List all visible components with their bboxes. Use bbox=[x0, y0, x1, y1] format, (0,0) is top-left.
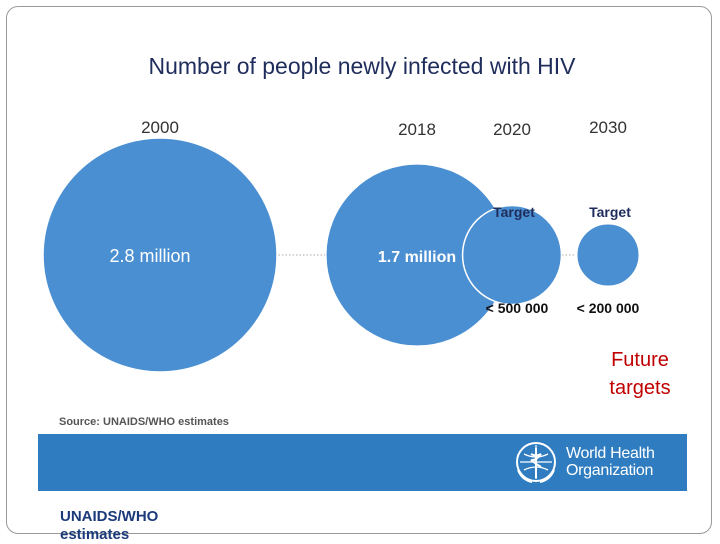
bubble-2020 bbox=[461, 204, 563, 306]
future-targets-line1: Future bbox=[611, 349, 669, 371]
who-emblem-icon bbox=[516, 442, 556, 483]
slide-frame bbox=[6, 6, 712, 534]
year-label-2030: 2030 bbox=[589, 118, 627, 137]
year-label-2020: 2020 bbox=[493, 120, 531, 139]
value-label-2020: < 500 000 bbox=[486, 300, 549, 316]
bottom-note-line1: UNAIDS/WHO bbox=[60, 508, 159, 525]
source-label: Source: UNAIDS/WHO estimates bbox=[59, 416, 229, 428]
bubbles-group: 2000 2.8 million 2018 1.7 million 2020 Target… bbox=[42, 118, 641, 373]
bottom-source-note: UNAIDS/WHO estimates bbox=[60, 508, 190, 544]
chart-title: Number of people newly infected with HIV bbox=[149, 53, 577, 79]
footer-bar: World Health Organization bbox=[38, 434, 687, 491]
year-label-2000: 2000 bbox=[141, 118, 179, 137]
chart-panel: Number of people newly infected with HIV… bbox=[38, 31, 687, 491]
value-label-2018: 1.7 million bbox=[378, 249, 456, 266]
year-label-2018: 2018 bbox=[398, 120, 436, 139]
future-targets-annotation: Future targets bbox=[590, 346, 690, 402]
future-targets-line2: targets bbox=[609, 377, 671, 399]
bottom-note-line2: estimates bbox=[60, 526, 130, 543]
who-name-line2: Organization bbox=[566, 462, 654, 479]
value-label-2000: 2.8 million bbox=[109, 246, 190, 266]
bubble-2000 bbox=[42, 137, 278, 373]
bubble-2030 bbox=[575, 222, 641, 288]
value-label-2030: < 200 000 bbox=[577, 300, 640, 316]
target-label-2030: Target bbox=[589, 204, 631, 220]
target-label-2020: Target bbox=[493, 204, 535, 220]
who-name-line1: World Health bbox=[566, 445, 655, 462]
hiv-bubble-chart: Number of people newly infected with HIV… bbox=[42, 53, 641, 428]
who-logo: World Health Organization bbox=[514, 440, 684, 484]
